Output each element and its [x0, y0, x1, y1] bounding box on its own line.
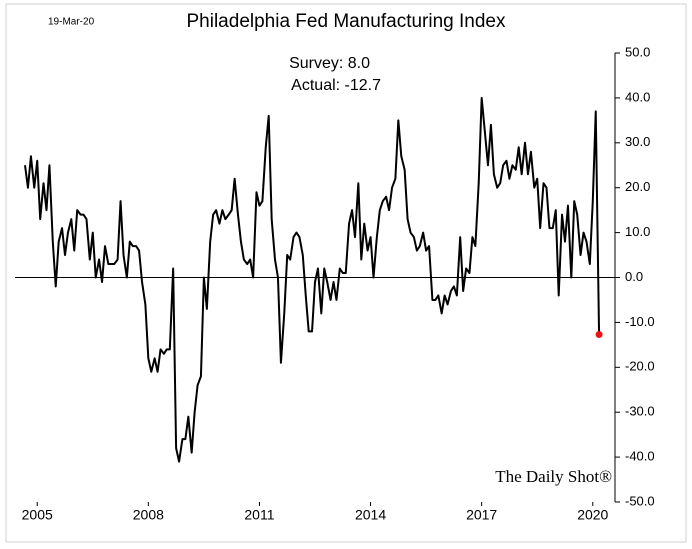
y-tick-label: -20.0 [625, 359, 655, 374]
y-tick-label: 10.0 [625, 224, 650, 239]
y-tick-label: -10.0 [625, 314, 655, 329]
annotation: Survey: 8.0 [289, 55, 370, 72]
y-tick-label: 40.0 [625, 89, 650, 104]
y-tick-label: -50.0 [625, 493, 655, 508]
x-tick-label: 2008 [133, 507, 164, 523]
x-tick-label: 2020 [577, 507, 608, 523]
date-note: 19-Mar-20 [48, 17, 95, 28]
line-series [24, 96, 601, 463]
source: The Daily Shot® [495, 467, 612, 486]
x-tick-label: 2014 [355, 507, 386, 523]
y-tick-label: 50.0 [625, 44, 650, 59]
y-tick-label: 30.0 [625, 134, 650, 149]
annotation: Actual: -12.7 [291, 77, 381, 94]
x-tick-label: 2005 [22, 507, 53, 523]
y-tick-label: 20.0 [625, 179, 650, 194]
chart-title: Philadelphia Fed Manufacturing Index [187, 11, 506, 32]
frame [5, 3, 687, 543]
y-tick-label: -40.0 [625, 449, 655, 464]
x-tick-label: 2017 [466, 507, 497, 523]
y-tick-label: -30.0 [625, 404, 655, 419]
x-tick-label: 2011 [244, 507, 274, 523]
last-point [595, 331, 603, 339]
y-tick-label: 0.0 [625, 269, 643, 284]
